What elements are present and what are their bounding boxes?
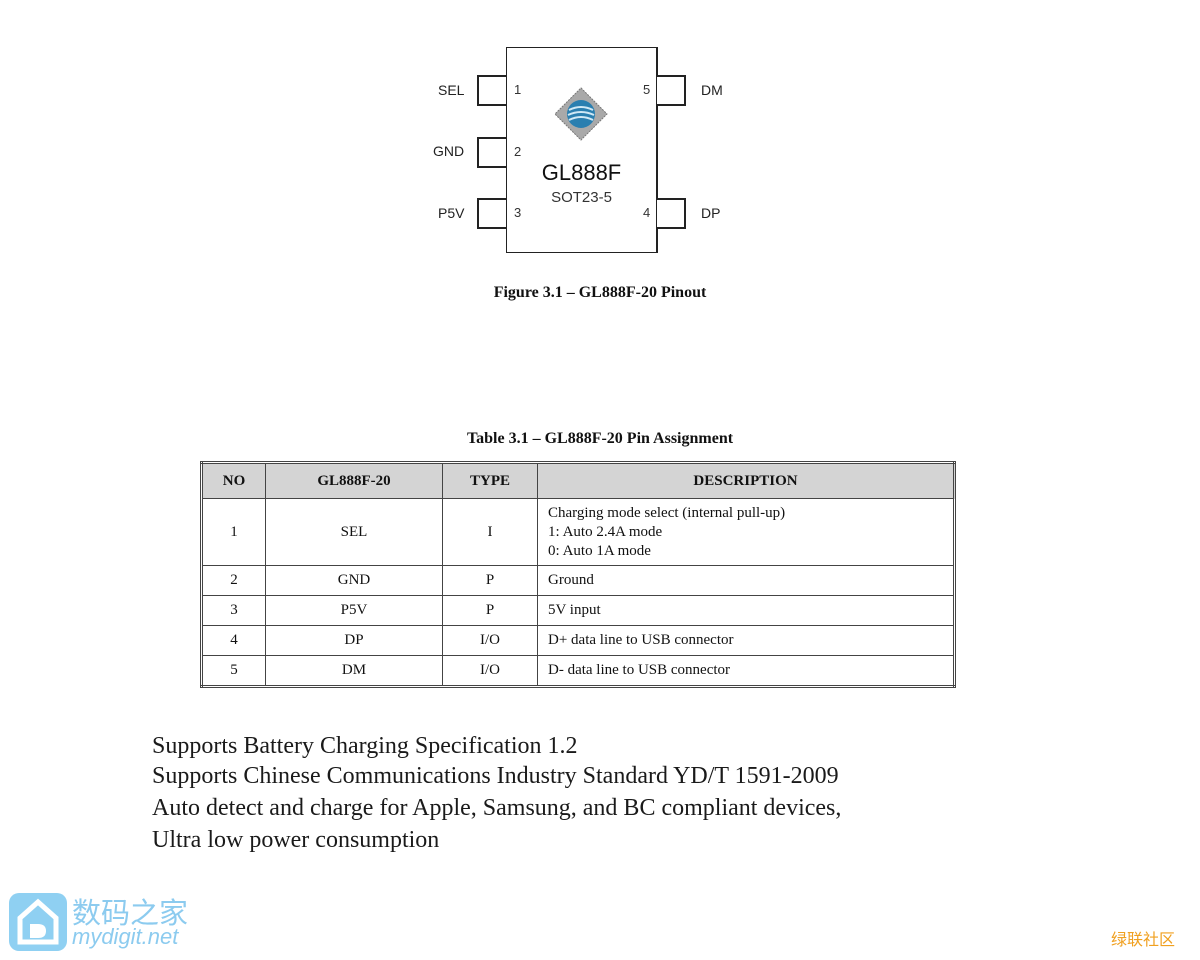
cell-no: 2	[201, 565, 266, 596]
pin-5	[657, 75, 686, 106]
pin-4	[657, 198, 686, 229]
cell-description: D- data line to USB connector	[537, 655, 955, 687]
pin-label: DP	[701, 205, 721, 221]
pin-number: 2	[514, 144, 522, 159]
pin-3	[477, 198, 506, 229]
column-header: DESCRIPTION	[537, 462, 955, 499]
chip-package: SOT23-5	[551, 189, 612, 206]
figure-caption: Figure 3.1 – GL888F-20 Pinout	[493, 284, 707, 301]
table-row: 2 GND P Ground	[201, 565, 955, 596]
watermark-right: 绿联社区	[1111, 930, 1176, 949]
pin-number: 3	[514, 205, 522, 220]
feature-line: Supports Chinese Communications Industry…	[152, 763, 839, 789]
table-row: 1 SEL I Charging mode select (internal p…	[201, 498, 955, 566]
cell-name: P5V	[265, 595, 443, 626]
cell-type: P	[442, 565, 538, 596]
feature-line: Supports Battery Charging Specification …	[152, 733, 578, 759]
watermark-en: mydigit.net	[72, 924, 179, 949]
cell-name: SEL	[265, 498, 443, 566]
table-row: 5 DM I/O D- data line to USB connector	[201, 655, 955, 687]
table-row: 3 P5V P 5V input	[201, 595, 955, 626]
pin-assignment-table: NO GL888F-20 TYPE DESCRIPTION 1 SEL I Ch…	[200, 461, 956, 688]
cell-type: I	[442, 498, 538, 566]
description-line: 0: Auto 1A mode	[548, 542, 651, 559]
pin-2	[477, 137, 506, 168]
cell-name: GND	[265, 565, 443, 596]
chip-body: GL888F SOT23-5	[506, 47, 658, 253]
pin-number: 5	[643, 82, 651, 97]
pin-1	[477, 75, 506, 106]
feature-line: Auto detect and charge for Apple, Samsun…	[152, 795, 842, 821]
cell-name: DP	[265, 625, 443, 656]
feature-line: Ultra low power consumption	[152, 827, 440, 853]
chip-name: GL888F	[541, 160, 622, 185]
table-header-row: NO GL888F-20 TYPE DESCRIPTION	[201, 462, 955, 499]
description-line: Charging mode select (internal pull-up)	[548, 504, 786, 521]
pin-label: DM	[701, 82, 723, 98]
cell-description: 5V input	[537, 595, 955, 626]
cell-no: 5	[201, 655, 266, 687]
mydigit-logo-icon	[9, 893, 67, 951]
pin-label: GND	[433, 143, 465, 159]
cell-type: I/O	[442, 625, 538, 656]
table-caption: Table 3.1 – GL888F-20 Pin Assignment	[466, 430, 734, 447]
cell-type: I/O	[442, 655, 538, 687]
column-header: TYPE	[442, 462, 538, 499]
pin-label: P5V	[438, 205, 465, 221]
watermark-cn: 数码之家	[72, 896, 189, 930]
cell-no: 4	[201, 625, 266, 656]
chip-logo-icon	[554, 87, 608, 141]
description-line: 1: Auto 2.4A mode	[548, 523, 663, 540]
cell-type: P	[442, 595, 538, 626]
cell-description: Ground	[537, 565, 955, 596]
cell-description: Charging mode select (internal pull-up) …	[537, 498, 955, 566]
column-header: NO	[201, 462, 266, 499]
cell-description: D+ data line to USB connector	[537, 625, 955, 656]
cell-no: 1	[201, 498, 266, 566]
column-header: GL888F-20	[265, 462, 443, 499]
pin-label: SEL	[438, 82, 465, 98]
cell-no: 3	[201, 595, 266, 626]
pin-number: 4	[643, 205, 651, 220]
cell-name: DM	[265, 655, 443, 687]
table-row: 4 DP I/O D+ data line to USB connector	[201, 625, 955, 656]
pin-number: 1	[514, 82, 522, 97]
